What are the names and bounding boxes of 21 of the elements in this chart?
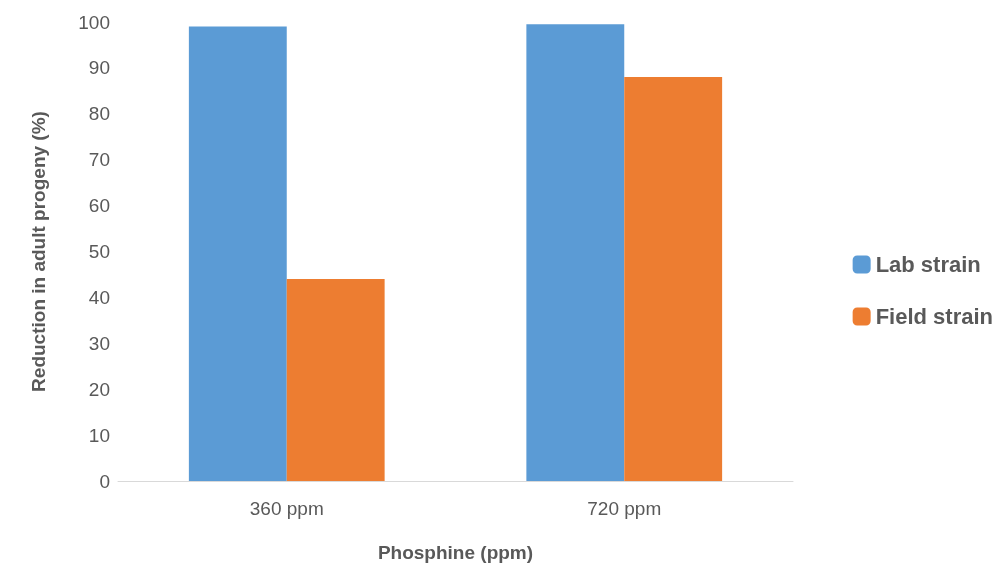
bar (286, 279, 385, 481)
y-tick-label: 50 (88, 241, 110, 262)
legend-label: Field strain (875, 304, 993, 329)
y-tick-label: 20 (88, 378, 110, 400)
x-tick-label: 720 ppm (587, 498, 662, 519)
y-tick-label: 30 (88, 332, 110, 354)
y-tick-label: 70 (88, 149, 110, 171)
y-tick-label: 0 (99, 470, 110, 492)
x-tick-label: 360 ppm (249, 498, 324, 519)
bar (526, 24, 625, 481)
bar (624, 77, 723, 481)
legend-label: Lab strain (875, 252, 981, 277)
bar (188, 26, 287, 481)
y-tick-label: 80 (88, 103, 110, 125)
y-axis-title: Reduction in adult progeny (%) (28, 111, 49, 392)
y-tick-label: 60 (88, 195, 110, 217)
y-tick-label: 100 (78, 11, 110, 33)
y-tick-label: 40 (88, 286, 110, 308)
y-tick-label: 10 (88, 424, 110, 446)
y-tick-label: 90 (88, 57, 110, 79)
x-axis-title: Phosphine (ppm) (377, 542, 534, 563)
